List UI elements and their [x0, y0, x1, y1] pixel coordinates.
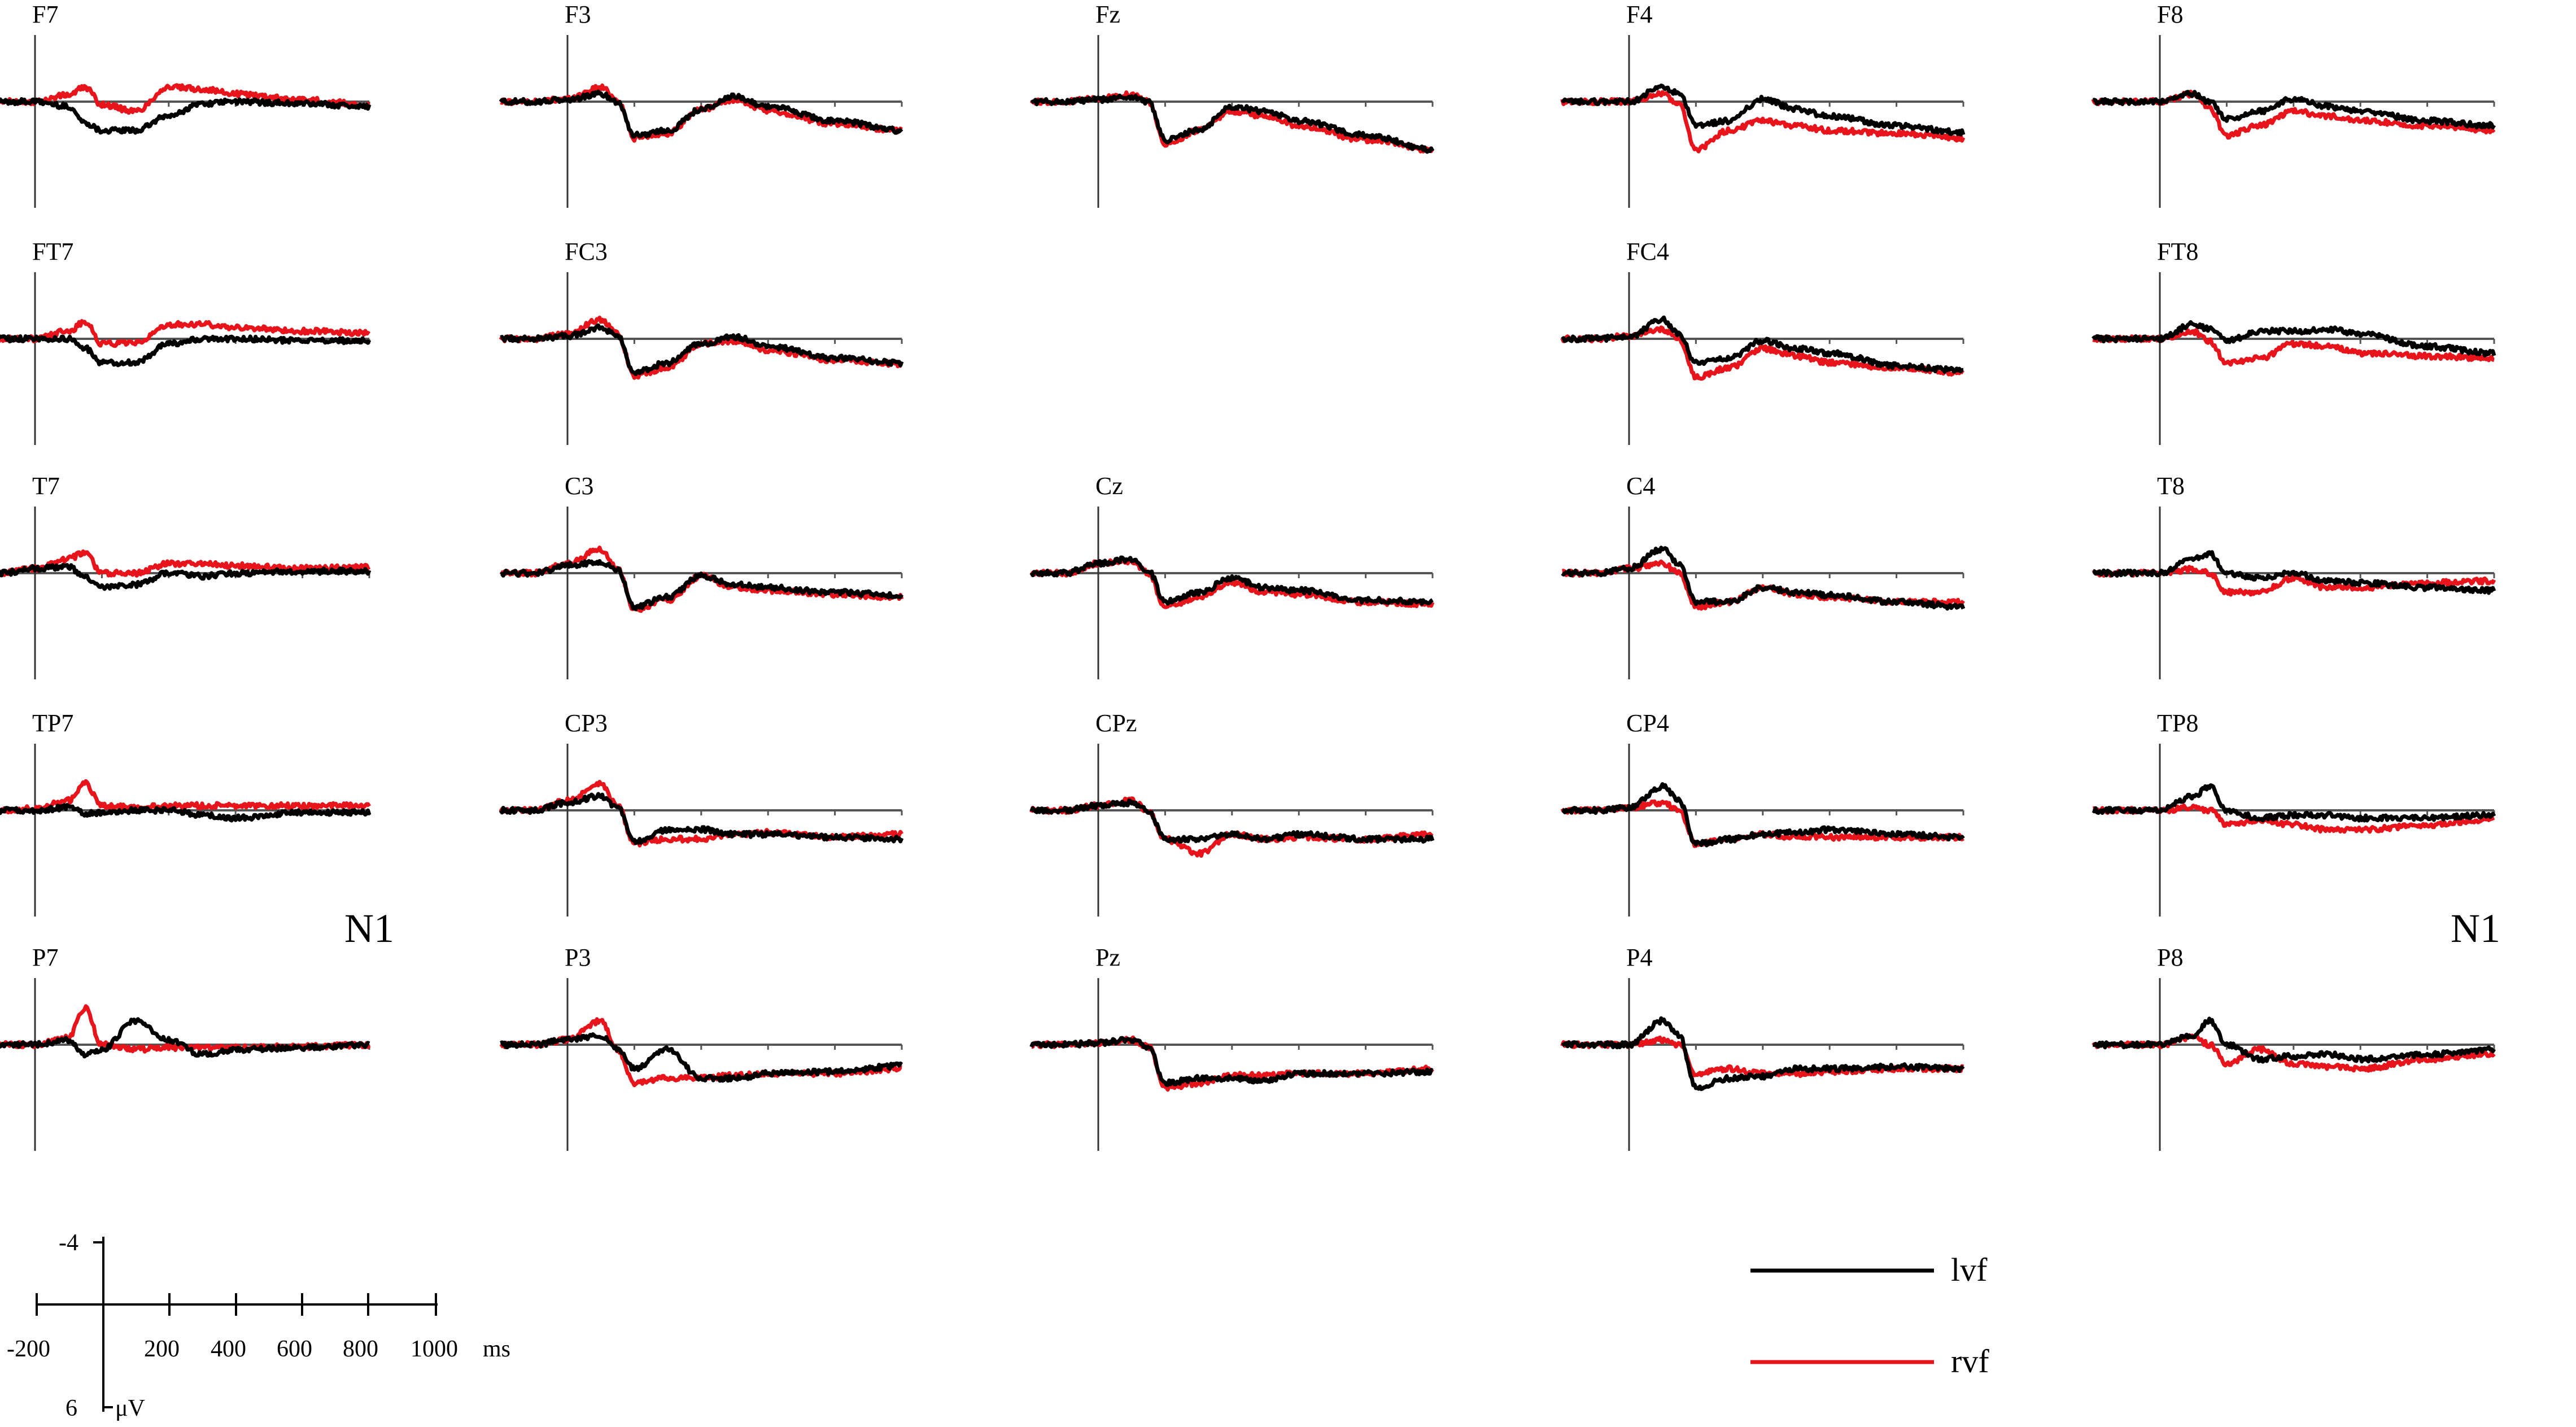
- waveform-lvf: [0, 334, 372, 368]
- channel-panel-tp8: TP8: [2092, 709, 2496, 917]
- n1-annotation-left: N1: [344, 906, 394, 951]
- channel-label: CP3: [565, 709, 608, 737]
- scale-y-unit: μV: [115, 1395, 145, 1421]
- channel-panel-t7: T7: [0, 472, 372, 679]
- channel-panel-ft7: FT7: [0, 238, 372, 445]
- waveform-lvf: [0, 97, 372, 135]
- waveform-lvf: [1561, 546, 1966, 611]
- waveform-lvf: [1561, 315, 1964, 374]
- channel-panel-pz: Pz: [1029, 944, 1434, 1151]
- channel-panel-p3: P3: [499, 944, 903, 1151]
- channel-panel-cp4: CP4: [1560, 709, 1965, 917]
- waveform-lvf: [500, 1032, 903, 1083]
- channel-label: C4: [1626, 472, 1655, 500]
- channel-label: F7: [32, 1, 58, 28]
- channel-label: P8: [2157, 944, 2183, 971]
- waveform-rvf: [500, 83, 903, 143]
- scale-y-top-label: -4: [59, 1230, 78, 1256]
- channel-label: P4: [1626, 944, 1652, 971]
- waveform-lvf: [2092, 320, 2496, 357]
- channel-label: FT8: [2157, 238, 2198, 265]
- channel-label: F4: [1626, 1, 1652, 28]
- waveform-lvf: [2092, 90, 2496, 130]
- channel-label: CPz: [1095, 709, 1137, 737]
- waveform-rvf: [2092, 1033, 2496, 1073]
- channel-panel-p8: P8: [2092, 944, 2496, 1151]
- waveform-lvf: [500, 559, 904, 612]
- channel-panel-t8: T8: [2092, 472, 2496, 679]
- legend-label-lvf: lvf: [1951, 1251, 1988, 1288]
- channel-panel-tp7: TP7: [0, 709, 372, 917]
- waveform-lvf: [0, 562, 372, 591]
- channel-panel-ft8: FT8: [2092, 238, 2496, 445]
- channel-panel-p4: P4: [1560, 944, 1965, 1151]
- channel-label: CP4: [1626, 709, 1669, 737]
- waveform-lvf: [499, 89, 903, 139]
- channel-panel-f7: F7: [0, 1, 372, 208]
- channel-panel-c4: C4: [1561, 472, 1966, 679]
- waveform-lvf: [1029, 555, 1434, 606]
- scale-x-unit: ms: [483, 1336, 510, 1362]
- channel-panel-cpz: CPz: [1029, 709, 1435, 917]
- scale-x-ticks: -200 200 400 600 800 1000: [7, 1293, 458, 1362]
- waveform-lvf: [1561, 84, 1966, 137]
- scale-bar: -200 200 400 600 800 1000 ms -4 6 μV: [7, 1230, 510, 1421]
- waveform-lvf: [499, 792, 904, 845]
- waveform-lvf: [1029, 798, 1435, 844]
- waveform-lvf: [1561, 782, 1965, 848]
- channel-label: Cz: [1095, 472, 1123, 500]
- channel-label: T7: [32, 472, 60, 500]
- channel-label: Pz: [1095, 944, 1120, 971]
- channel-panel-cz: Cz: [1029, 472, 1435, 679]
- channel-label: FT7: [32, 238, 73, 265]
- channel-panel-f3: F3: [499, 1, 903, 208]
- scale-x-tick-label: -200: [7, 1336, 50, 1362]
- scale-x-tick-label: 800: [343, 1336, 378, 1362]
- waveform-lvf: [0, 1017, 370, 1059]
- legend: lvf rvf: [1750, 1251, 1989, 1380]
- channel-panel-p7: P7: [0, 944, 371, 1151]
- channel-label: F8: [2157, 1, 2183, 28]
- channel-panel-fc3: FC3: [499, 238, 904, 445]
- scale-x-tick-label: 600: [277, 1336, 312, 1362]
- waveform-rvf: [499, 1017, 903, 1088]
- waveform-lvf: [1561, 1016, 1965, 1092]
- channel-panel-c3: C3: [499, 472, 904, 679]
- channel-panels: F7 F3 Fz F4 F8 FT7 FC3 FC4 FT8 T7 C3 Cz C4 T8 TP7 CP3 CP…: [0, 1, 2496, 1151]
- channel-label: FC4: [1626, 238, 1669, 265]
- channel-panel-f8: F8: [2091, 1, 2496, 208]
- waveform-lvf: [2092, 1016, 2496, 1064]
- channel-label: P3: [565, 944, 591, 971]
- channel-label: F3: [565, 1, 591, 28]
- waveform-lvf: [0, 803, 372, 823]
- channel-panel-cp3: CP3: [499, 709, 904, 917]
- channel-label: FC3: [565, 238, 608, 265]
- scale-x-tick-label: 400: [211, 1336, 246, 1362]
- waveform-rvf: [0, 1004, 371, 1054]
- waveform-lvf: [1029, 1036, 1434, 1087]
- scale-x-tick-label: 200: [144, 1336, 180, 1362]
- waveform-rvf: [499, 316, 903, 380]
- channel-label: TP8: [2157, 709, 2198, 737]
- waveform-lvf: [1030, 93, 1435, 154]
- scale-y-bottom-label: 6: [66, 1395, 77, 1421]
- channel-label: T8: [2157, 472, 2185, 500]
- legend-label-rvf: rvf: [1951, 1343, 1989, 1380]
- waveform-lvf: [500, 323, 904, 376]
- scale-x-tick-label: 1000: [411, 1336, 458, 1362]
- waveform-lvf: [2092, 550, 2496, 595]
- channel-panel-f4: F4: [1560, 1, 1966, 208]
- waveform-rvf: [499, 546, 904, 613]
- channel-panel-fz: Fz: [1029, 1, 1435, 208]
- channel-label: Fz: [1095, 1, 1120, 28]
- channel-label: P7: [32, 944, 58, 971]
- waveform-rvf: [2092, 328, 2495, 367]
- n1-annotation-right: N1: [2451, 906, 2500, 951]
- channel-label: TP7: [32, 709, 73, 737]
- waveform-lvf: [2092, 783, 2496, 823]
- channel-label: C3: [565, 472, 593, 500]
- channel-panel-fc4: FC4: [1560, 238, 1964, 445]
